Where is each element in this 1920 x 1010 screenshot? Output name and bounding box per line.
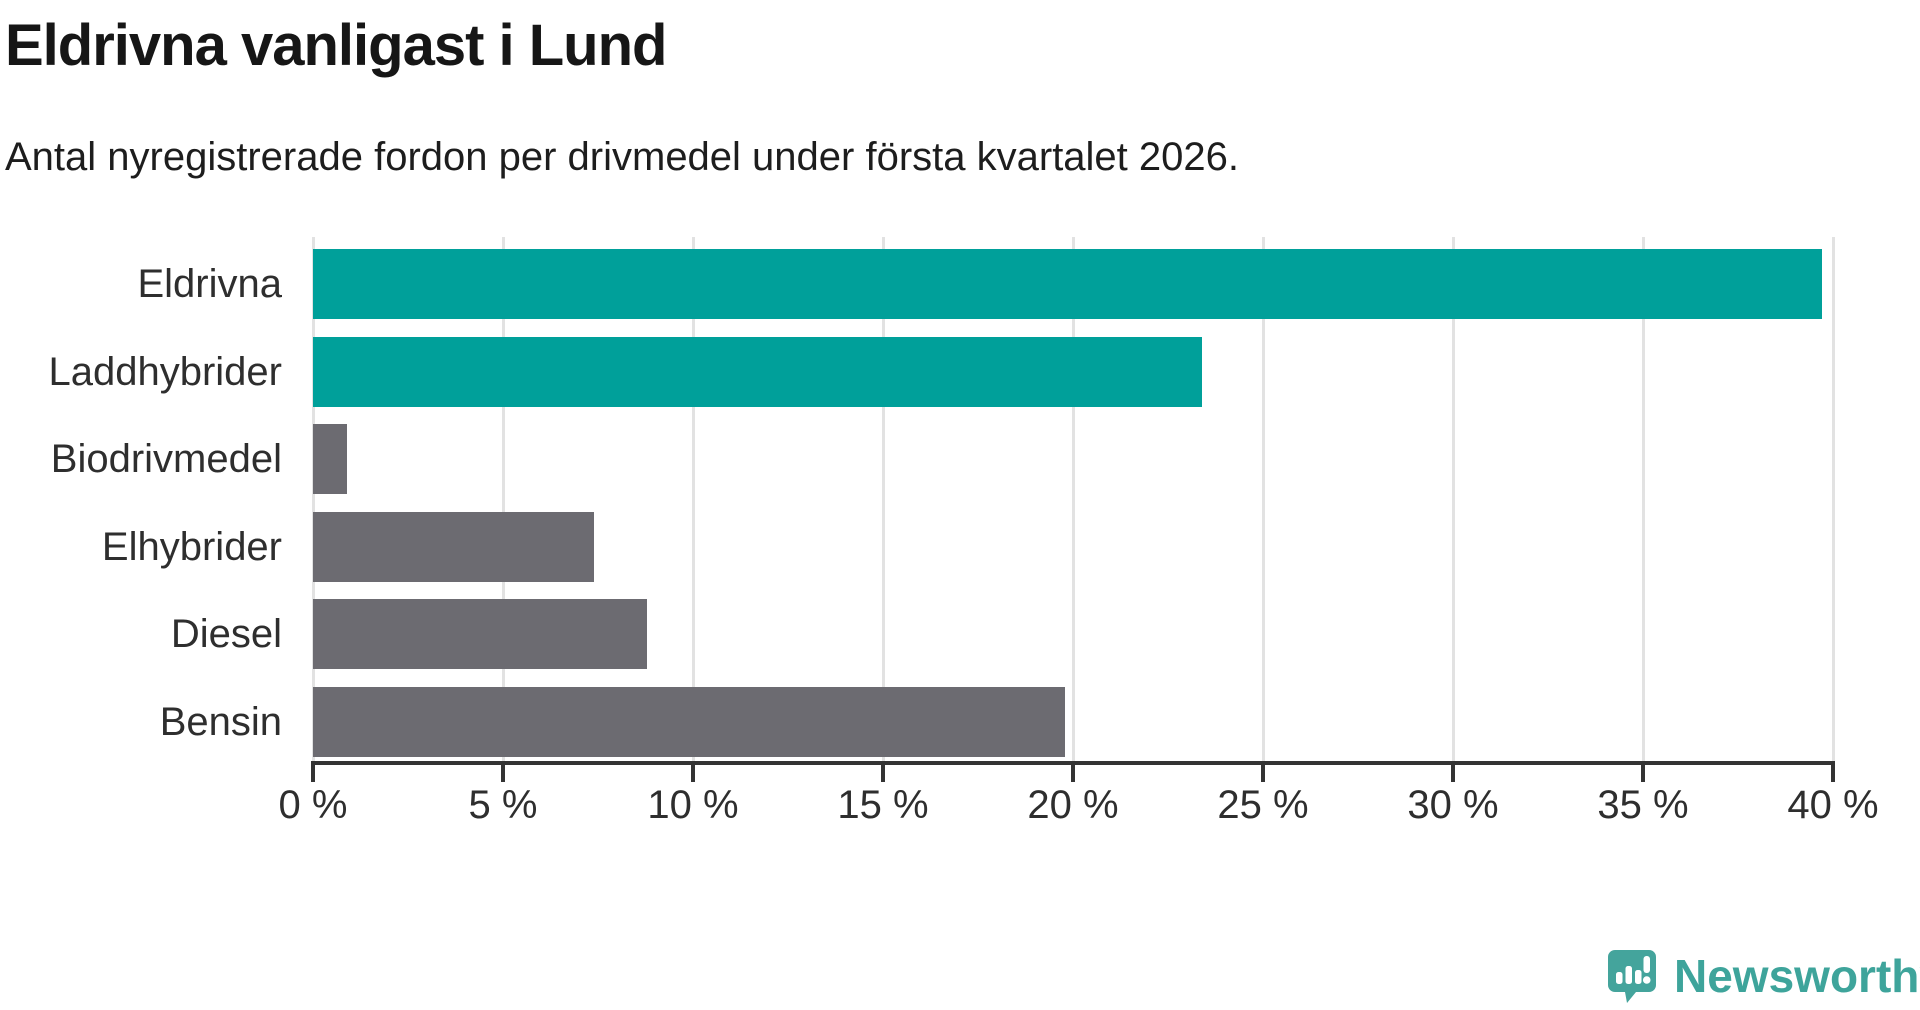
x-tick-label: 20 % — [1027, 783, 1119, 827]
axis-tick — [501, 763, 505, 782]
x-tick-label: 10 % — [647, 783, 739, 827]
bar-bensin — [313, 686, 1066, 757]
gridline — [1831, 237, 1835, 761]
x-tick-label: 0 % — [278, 783, 348, 827]
gridline — [311, 237, 315, 761]
bar-diesel — [313, 599, 648, 669]
axis-tick — [1451, 763, 1455, 782]
x-tick-label: 35 % — [1597, 783, 1689, 827]
category-label-bensin: Bensin — [159, 699, 282, 744]
gridline — [1451, 237, 1455, 761]
bar-eldrivna — [313, 249, 1822, 319]
axis-tick — [691, 763, 695, 782]
bar-biodrivmedel — [313, 424, 348, 494]
x-tick-label: 5 % — [468, 783, 538, 827]
brand-footer: Newsworthy — [1606, 948, 1920, 1004]
newsworthy-logo-icon — [1608, 950, 1656, 1003]
axis-tick — [881, 763, 885, 782]
x-tick-label: 40 % — [1787, 783, 1879, 827]
axis-tick — [1641, 763, 1645, 782]
axis-tick — [1071, 763, 1075, 782]
gridline — [881, 237, 885, 761]
chart-subtitle: Antal nyregistrerade fordon per drivmede… — [5, 135, 1240, 179]
bar-elhybrider — [313, 511, 595, 582]
gridline — [1261, 237, 1265, 761]
gridline — [1641, 237, 1645, 761]
category-label-elhybrider: Elhybrider — [101, 524, 282, 569]
category-label-diesel: Diesel — [170, 612, 282, 656]
x-axis-line — [311, 761, 1835, 765]
gridline — [501, 237, 505, 761]
x-tick-label: 30 % — [1407, 783, 1499, 827]
category-label-laddhybrider: Laddhybrider — [48, 349, 283, 394]
brand-wordmark: Newsworthy — [1674, 950, 1920, 1002]
gridline — [1071, 237, 1075, 761]
category-label-biodrivmedel: Biodrivmedel — [50, 437, 282, 481]
bar-laddhybrider — [313, 336, 1203, 407]
axis-tick — [1261, 763, 1265, 782]
axis-tick — [1831, 763, 1835, 782]
category-label-eldrivna: Eldrivna — [137, 262, 282, 306]
axis-tick — [311, 763, 315, 782]
x-tick-label: 25 % — [1217, 783, 1309, 827]
chart-title: Eldrivna vanligast i Lund — [5, 13, 667, 78]
gridline — [691, 237, 695, 761]
x-tick-label: 15 % — [837, 783, 929, 827]
